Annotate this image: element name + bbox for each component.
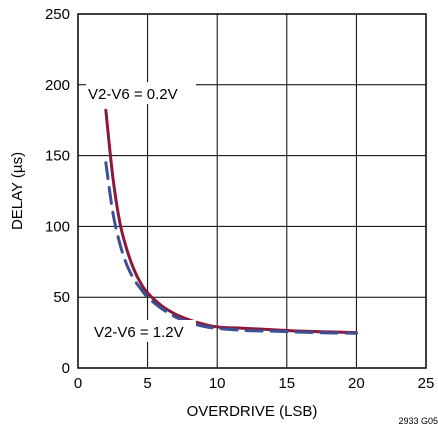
x-tick-label: 0 [74, 375, 82, 392]
y-tick-label: 50 [53, 289, 70, 306]
x-tick-label: 10 [209, 375, 226, 392]
series-label-bg-0 [86, 82, 196, 104]
series-label-bg-1 [92, 320, 196, 342]
plot-frame [77, 13, 427, 369]
y-axis-label: DELAY (µs) [9, 152, 26, 230]
plot-area [78, 14, 426, 368]
x-axis-label: OVERDRIVE (LSB) [187, 403, 318, 420]
y-tick-label: 200 [45, 77, 70, 94]
x-tick-label: 25 [418, 375, 435, 392]
x-tick-label: 15 [278, 375, 295, 392]
series-line-1 [104, 161, 358, 335]
series-label-1: V2-V6 = 1.2V [94, 324, 184, 341]
series-layer [104, 108, 358, 335]
grid-lines [78, 14, 426, 368]
figure-code: 2933 G05 [398, 416, 438, 426]
x-tick-label: 5 [143, 375, 151, 392]
series-label-0: V2-V6 = 0.2V [88, 86, 178, 103]
y-tick-label: 150 [45, 148, 70, 165]
x-tick-label: 20 [348, 375, 365, 392]
y-tick-label: 0 [62, 360, 70, 377]
y-tick-label: 250 [45, 6, 70, 23]
y-tick-label: 100 [45, 218, 70, 235]
